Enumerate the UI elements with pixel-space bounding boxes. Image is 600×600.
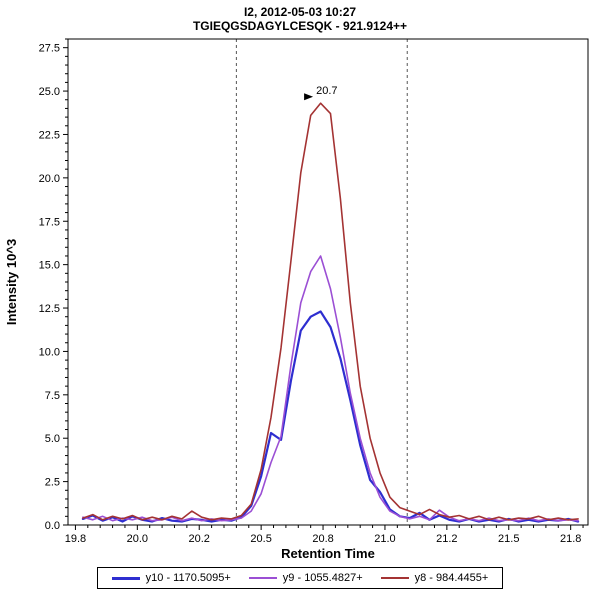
legend-swatch-y8 [380, 577, 409, 579]
chromatogram-plot[interactable]: 19.8 20.0 20.2 20.5 20.8 21.0 21.2 21.5 21.8 0.0 2… [0, 33, 600, 563]
x-tick-label: 21.5 [498, 533, 519, 545]
plot-background [0, 33, 600, 563]
x-axis-title: Retention Time [281, 546, 375, 561]
x-tick-label: 20.2 [189, 533, 210, 545]
peak-apex-arrow-icon [304, 93, 314, 101]
chart-subtitle: TGIEQGSDAGYLCESQK - 921.9124++ [192, 19, 408, 33]
chart-title: I2, 2012-05-03 10:27 [243, 5, 357, 19]
legend-label-y8: y8 - 984.4455+ [414, 572, 489, 584]
x-tick-label: 21.2 [436, 533, 457, 545]
y-tick-label: 5.0 [45, 433, 60, 445]
y-tick-label: 2.5 [45, 477, 60, 489]
y-tick-label: 15.0 [39, 260, 60, 272]
y-tick-label: 27.5 [39, 43, 60, 55]
x-tick-label: 21.0 [374, 533, 395, 545]
chromatogram-plot-area: 19.8 20.0 20.2 20.5 20.8 21.0 21.2 21.5 21.8 0.0 2… [0, 33, 600, 563]
y-tick-label: 12.5 [39, 303, 60, 315]
legend: y10 - 1170.5095+ y9 - 1055.4827+ y8 - 98… [96, 567, 504, 589]
legend-label-y10: y10 - 1170.5095+ [145, 572, 231, 584]
legend-label-y9: y9 - 1055.4827+ [282, 572, 363, 584]
chart-header: I2, 2012-05-03 10:27 TGIEQGSDAGYLCESQK -… [0, 0, 600, 33]
series-y8 [82, 102, 579, 521]
y-axis: 0.0 2.5 5.0 7.5 10.0 12.5 15.0 17.5 20.0 22.5 25.0… [39, 38, 68, 532]
y-tick-label: 20.0 [39, 173, 60, 185]
y-tick-label: 0.0 [45, 520, 60, 532]
x-axis: 19.8 20.0 20.2 20.5 20.8 21.0 21.2 21.5 21.8 [65, 525, 584, 545]
y-tick-label: 7.5 [45, 390, 60, 402]
y-tick-label: 25.0 [39, 86, 60, 98]
legend-bar: y10 - 1170.5095+ y9 - 1055.4827+ y8 - 98… [0, 567, 600, 589]
legend-item-y10: y10 - 1170.5095+ [111, 572, 231, 584]
x-tick-label: 21.8 [560, 533, 581, 545]
y-axis-title: Intensity 10^3 [4, 239, 19, 325]
y-tick-label: 17.5 [39, 216, 60, 228]
legend-item-y9: y9 - 1055.4827+ [248, 572, 363, 584]
peak-rt-annotation: 20.7 [316, 85, 337, 97]
legend-item-y8: y8 - 984.4455+ [380, 572, 489, 584]
legend-swatch-y10 [111, 576, 140, 580]
y-tick-label: 10.0 [39, 346, 60, 358]
x-tick-label: 20.0 [127, 533, 148, 545]
legend-swatch-y9 [248, 577, 277, 579]
y-tick-label: 22.5 [39, 129, 60, 141]
x-tick-label: 19.8 [65, 533, 86, 545]
x-tick-label: 20.5 [250, 533, 271, 545]
x-tick-label: 20.8 [312, 533, 333, 545]
